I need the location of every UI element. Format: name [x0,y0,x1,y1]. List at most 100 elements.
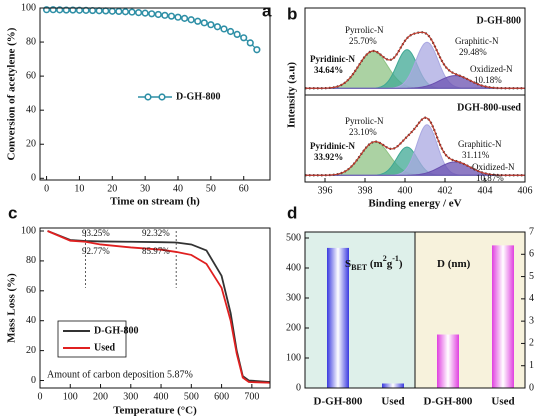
x-tick-label: 396 [318,185,333,196]
x-tick-label: 400 [154,391,169,402]
point [121,8,130,16]
component-name: Graphitic-N [458,139,502,149]
point [95,7,103,15]
y-tick-label: 400 [286,262,301,273]
y-tick-label: 80 [26,36,36,47]
component-name: Oxidized-N [470,64,513,74]
annotation: 92.77% [82,246,110,256]
x-tick-label: 20 [107,183,117,194]
x-tick-label: 600 [214,391,229,402]
x-axis-label: Binding energy / eV [368,198,461,210]
component-percent: 29.48% [459,47,487,57]
legend-marker [158,93,166,101]
x-tick-label: 200 [93,391,108,402]
fit-envelope [304,31,526,89]
label-part: D (nm) [437,258,471,270]
x-tick-label: 10 [74,183,84,194]
panel-background [305,232,415,388]
annotation: 92.32% [142,228,170,238]
point [240,34,248,42]
point [154,10,162,19]
point [246,39,254,47]
x-tick-label: 400 [398,185,413,196]
y-tick-label: 2 [529,338,534,349]
x-tick-label: 402 [438,185,453,196]
point [69,6,77,14]
component-percent: 31.11% [462,150,490,160]
x-tick-label: 60 [239,183,249,194]
y-tick-label: 6 [529,249,534,260]
y-tick-label: 300 [286,292,301,303]
component-name: Pyridinic-N [310,141,355,151]
y-axis-label: Conversion of acetylene (%) [6,27,18,160]
y-tick-label: 60 [26,285,36,296]
component-name: Graphitic-N [455,36,499,46]
point [62,6,70,14]
point [141,9,149,17]
panel-title: D-GH-800 [477,15,521,26]
component-percent: 10.87% [476,173,504,183]
point [200,19,208,27]
bar [382,383,404,388]
x-tick-label: 500 [184,391,199,402]
series-label: D (nm) [437,258,471,270]
x-tick-label: 700 [244,391,259,402]
bar [492,245,514,388]
component-percent: 34.64% [314,65,343,75]
y-tick-label: 0 [529,382,534,393]
point [108,7,116,15]
point [128,8,136,16]
point [174,13,182,21]
y-tick-label: 500 [286,232,301,243]
x-tick-label: 30 [140,183,150,194]
x-tick-label: 0 [44,183,49,194]
y-axis-label: Mass Loss (%) [6,273,18,343]
y-tick-label: 7 [529,226,534,237]
annotation: 93.25% [82,228,110,238]
y-tick-label: 20 [26,139,36,150]
label-part: S [345,258,351,270]
legend-label: D-GH-800 [176,91,220,102]
x-tick-label: 406 [518,185,533,196]
y-tick-label: 1 [529,360,534,371]
y-tick-label: 4 [529,293,534,304]
y-axis-label: Intensity (a.u) [286,62,298,128]
x-tick-label: 100 [63,391,78,402]
point [233,30,241,38]
panel-letter: a [262,1,272,20]
y-tick-label: 100 [286,352,301,363]
component-percent: 33.92% [314,152,343,162]
point [167,12,176,20]
component-percent: 10.18% [474,75,502,85]
point [220,25,228,33]
label-part: -1 [392,254,399,263]
label-part: BET [351,263,368,272]
label-part: 2 [383,254,387,263]
x-tick-label: 40 [173,183,183,194]
label-part: ) [399,258,403,270]
category-label: Used [381,396,404,408]
y-tick-label: 0 [31,173,36,184]
point [226,27,235,36]
y-tick-label: 0 [31,375,36,386]
category-label: Used [491,396,514,408]
legend-label: Used [94,342,116,353]
y-tick-label: 20 [26,345,36,356]
legend-label: D-GH-800 [94,325,138,336]
x-tick-label: 300 [123,391,138,402]
y-tick-label: 5 [529,271,534,282]
bar [327,247,349,388]
component-name: Pyrrolic-N [345,25,384,35]
point [253,46,261,54]
point [194,17,202,25]
point [213,23,222,31]
bar [437,334,459,388]
point [134,8,143,17]
y-tick-label: 100 [21,225,36,236]
component-name: Pyrrolic-N [345,116,384,126]
point [148,10,156,18]
point [88,6,97,15]
frame [39,7,271,181]
x-tick-label: 398 [358,185,373,196]
